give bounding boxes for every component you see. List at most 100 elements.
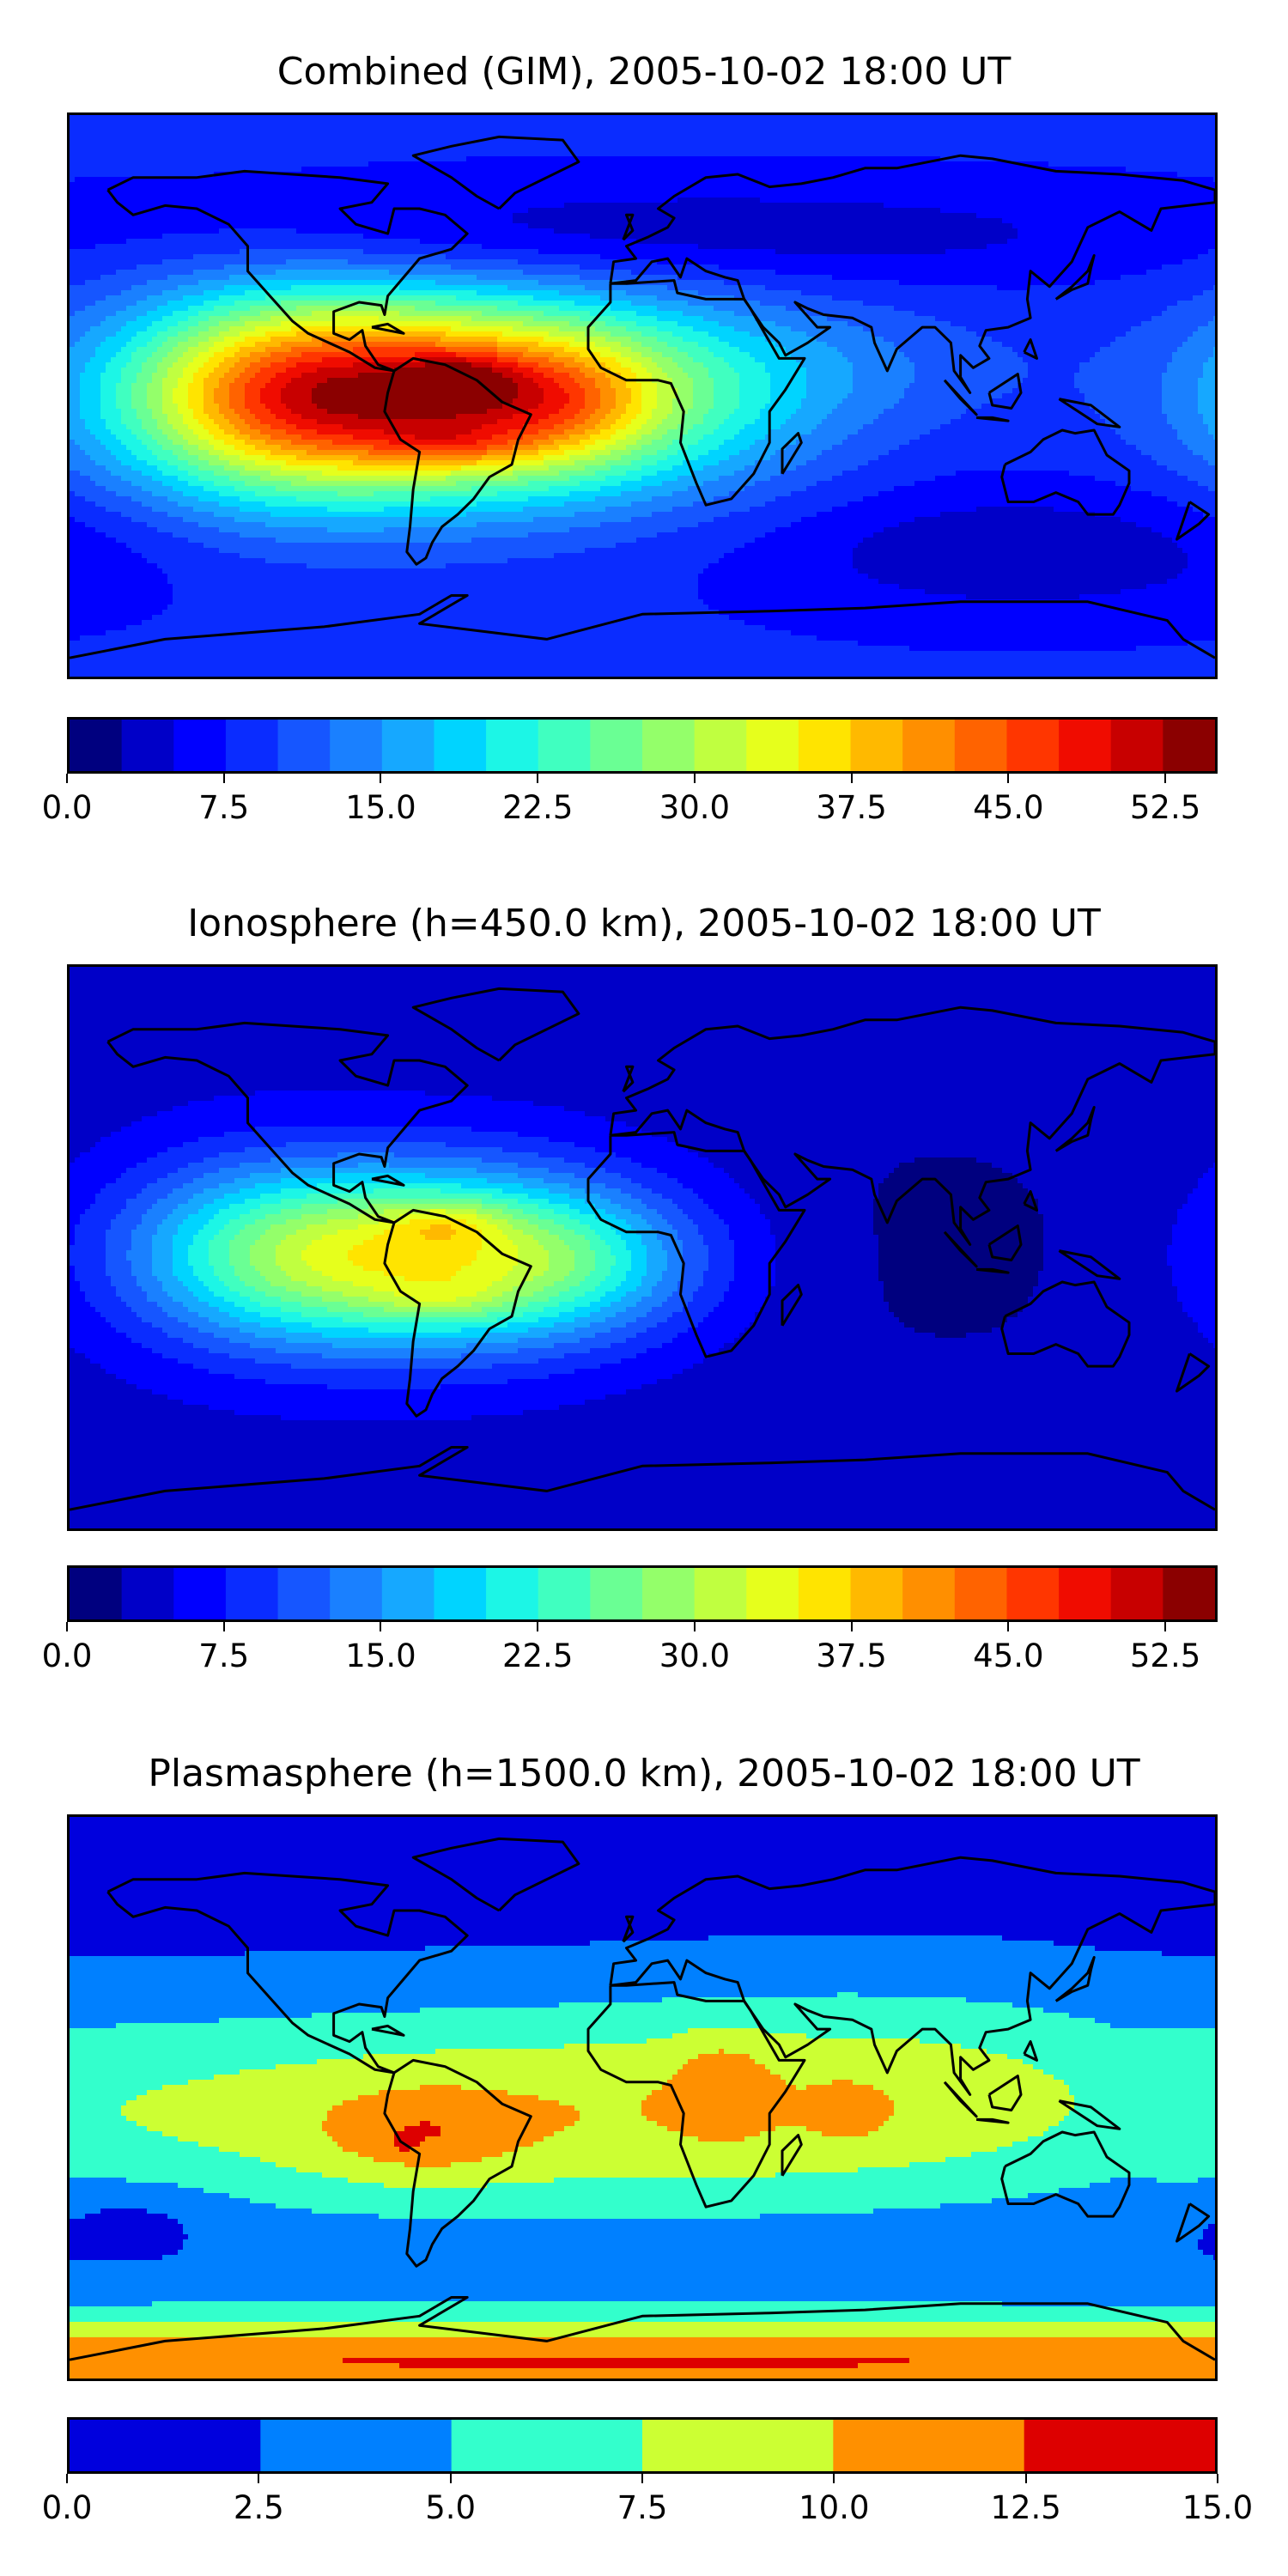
heatmap-cell: [307, 187, 313, 193]
heatmap-cell: [574, 213, 580, 219]
heatmap-cell: [95, 161, 101, 167]
heatmap-cell: [327, 203, 333, 209]
heatmap-cell: [981, 151, 987, 157]
heatmap-cell: [1151, 167, 1157, 173]
heatmap-cell: [240, 177, 246, 183]
heatmap-cell: [693, 120, 699, 126]
heatmap-cell: [863, 192, 869, 198]
heatmap-cell: [80, 203, 86, 209]
heatmap-cell: [1002, 192, 1008, 198]
heatmap-cell: [724, 125, 730, 131]
heatmap-cell: [265, 218, 271, 224]
heatmap-cell: [1048, 208, 1054, 214]
heatmap-cell: [1162, 213, 1168, 219]
heatmap-cell: [497, 172, 503, 178]
heatmap-cell: [899, 120, 905, 126]
heatmap-cell: [796, 120, 802, 126]
heatmap-cell: [806, 141, 812, 147]
heatmap-cell: [914, 136, 920, 142]
heatmap-cell: [945, 192, 951, 198]
heatmap-cell: [1012, 177, 1018, 183]
heatmap-cell: [1095, 161, 1101, 167]
heatmap-cell: [1048, 151, 1054, 157]
heatmap-cell: [750, 156, 756, 162]
heatmap-cell: [1095, 131, 1101, 137]
heatmap-cell: [549, 120, 555, 126]
heatmap-cell: [868, 213, 874, 219]
heatmap-cell: [214, 187, 220, 193]
heatmap-cell: [616, 197, 622, 204]
heatmap-cell: [997, 141, 1003, 147]
heatmap-cell: [270, 146, 276, 152]
heatmap-cell: [131, 161, 137, 167]
heatmap-cell: [270, 156, 276, 162]
heatmap-cell: [1131, 208, 1137, 214]
heatmap-cell: [853, 161, 859, 167]
heatmap-cell: [229, 187, 235, 193]
heatmap-cell: [1033, 146, 1039, 152]
heatmap-cell: [90, 167, 96, 173]
heatmap-cell: [719, 208, 725, 214]
heatmap-cell: [1043, 115, 1049, 121]
heatmap-cell: [322, 203, 328, 209]
heatmap-cell: [966, 182, 972, 188]
heatmap-cell: [621, 167, 627, 173]
heatmap-cell: [219, 115, 225, 121]
heatmap-cell: [544, 182, 550, 188]
heatmap-cell: [909, 125, 915, 131]
heatmap-cell: [574, 177, 580, 183]
heatmap-cell: [131, 187, 137, 193]
heatmap-cell: [811, 146, 817, 152]
heatmap-cell: [698, 125, 704, 131]
heatmap-cell: [1018, 197, 1024, 204]
heatmap-cell: [1167, 172, 1173, 178]
heatmap-cell: [734, 213, 740, 219]
heatmap-cell: [611, 146, 617, 152]
heatmap-cell: [250, 156, 256, 162]
heatmap-cell: [1182, 192, 1188, 198]
heatmap-cell: [580, 197, 586, 204]
heatmap-cell: [626, 120, 632, 126]
heatmap-cell: [559, 218, 565, 224]
heatmap-cell: [961, 136, 967, 142]
heatmap-cell: [992, 187, 998, 193]
heatmap-cell: [85, 161, 91, 167]
heatmap-cell: [842, 208, 848, 214]
heatmap-cell: [683, 146, 689, 152]
heatmap-cell: [755, 208, 761, 214]
heatmap-cell: [348, 161, 354, 167]
heatmap-cell: [786, 213, 792, 219]
heatmap-cell: [95, 172, 101, 178]
heatmap-cell: [533, 131, 539, 137]
heatmap-cell: [1182, 223, 1188, 229]
heatmap-cell: [523, 203, 529, 209]
heatmap-cell: [848, 146, 854, 152]
heatmap-cell: [837, 146, 843, 152]
heatmap-cell: [981, 125, 987, 131]
heatmap-cell: [894, 125, 900, 131]
heatmap-cell: [1048, 187, 1054, 193]
heatmap-cell: [1213, 125, 1215, 131]
heatmap-cell: [219, 120, 225, 126]
heatmap-cell: [569, 213, 575, 219]
heatmap-cell: [348, 187, 354, 193]
heatmap-cell: [358, 146, 364, 152]
heatmap-cell: [590, 192, 596, 198]
heatmap-cell: [1157, 151, 1163, 157]
heatmap-cell: [827, 136, 833, 142]
heatmap-cell: [868, 197, 874, 204]
heatmap-cell: [920, 136, 926, 142]
heatmap-cell: [296, 228, 302, 234]
heatmap-cell: [137, 125, 143, 131]
heatmap-cell: [1012, 131, 1018, 137]
heatmap-cell: [162, 197, 168, 204]
heatmap-cell: [945, 115, 951, 121]
heatmap-cell: [708, 182, 714, 188]
heatmap-cell: [265, 208, 271, 214]
heatmap-cell: [167, 228, 173, 234]
heatmap-cell: [276, 146, 282, 152]
heatmap-cell: [111, 120, 117, 126]
heatmap-cell: [410, 197, 416, 204]
heatmap-cell: [961, 146, 967, 152]
heatmap-cell: [842, 223, 848, 229]
